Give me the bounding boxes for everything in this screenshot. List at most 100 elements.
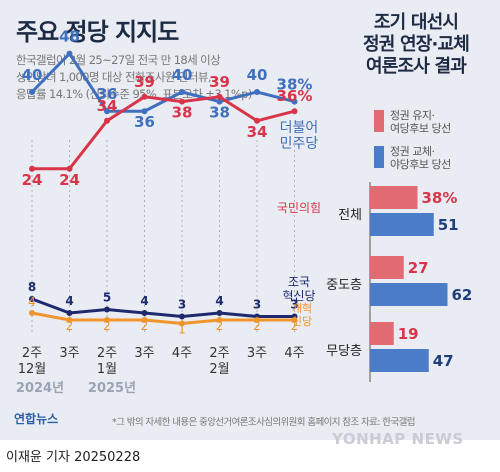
series-0-label-5: 38 (209, 104, 230, 122)
series-1-point-0 (29, 165, 35, 172)
x-label-5-0: 2주 (209, 346, 229, 361)
series-0-point-5 (216, 98, 223, 105)
series-3-point-7 (291, 317, 298, 323)
series-0-point-7 (291, 98, 298, 105)
series-3-point-2 (104, 317, 110, 323)
series-2-point-4 (179, 313, 185, 320)
bar-0-1 (370, 213, 434, 236)
yonhap-logo: 연합뉴스 (14, 412, 59, 426)
series-0-point-6 (254, 89, 260, 95)
bar-label-1-0: 27 (408, 259, 429, 277)
series-3-label-0: 4 (28, 295, 36, 309)
series-1-point-7 (291, 108, 298, 115)
series-2-label-7: 3 (290, 298, 298, 312)
series-name-reform-0: 개혁 (292, 302, 312, 315)
series-2-point-1 (66, 310, 73, 316)
series-line-3 (31, 311, 295, 326)
series-1-label-3: 39 (134, 73, 155, 91)
series-2-point-0 (29, 296, 35, 302)
series-1-label-2: 34 (97, 97, 118, 115)
series-name-democratic-1: 민주당 (280, 136, 319, 152)
series-2-label-6: 3 (253, 298, 261, 312)
series-1-point-3 (141, 93, 148, 100)
x-label-5-1: 2월 (209, 362, 229, 377)
right-title-line-1: 조기 대선시 (373, 12, 459, 33)
series-1-point-6 (254, 117, 260, 124)
series-0-label-6: 40 (247, 66, 268, 84)
series-2-point-3 (141, 310, 148, 316)
series-3-point-6 (254, 317, 260, 323)
series-0-label-0: 40 (22, 66, 43, 84)
series-3-point-4 (179, 320, 185, 327)
series-name-rebuilding-1: 혁신당 (282, 289, 315, 303)
legend-swatch-change (374, 146, 384, 168)
subtitle-line-3: 응답률 14.1% (신뢰수준 95%, 표본오차 ±3.1%p) (16, 87, 252, 101)
series-0-label-2: 36 (97, 85, 118, 103)
bar-label-1-1: 62 (452, 286, 473, 304)
watermark: YONHAP NEWS (332, 430, 464, 448)
bar-2-0 (370, 322, 394, 345)
series-name-ppp-0: 국민의힘 (277, 201, 321, 215)
series-1-label-4: 38 (172, 104, 193, 122)
x-label-2-1: 1월 (97, 362, 117, 377)
series-2-label-1: 4 (65, 294, 73, 308)
x-label-0-0: 2주 (22, 346, 42, 361)
series-3-point-1 (66, 317, 73, 323)
bar-label-0-1: 51 (438, 216, 459, 234)
x-label-7-0: 4주 (284, 346, 304, 361)
series-3-label-7: 2 (291, 319, 299, 333)
series-name-democratic-0: 더불어 (280, 120, 319, 136)
series-0-label-7: 38% (277, 76, 313, 94)
series-2-label-4: 3 (178, 298, 186, 312)
year-label-2024: 2024년 (16, 381, 64, 396)
series-2-label-3: 4 (140, 294, 148, 308)
series-3-label-1: 2 (66, 319, 74, 333)
series-0-label-3: 36 (134, 113, 155, 131)
series-1-label-6: 34 (247, 123, 268, 141)
series-3-label-3: 2 (141, 319, 149, 333)
series-1-label-0: 24 (22, 171, 43, 189)
series-name-reform-1: 신당 (292, 315, 312, 328)
series-1-label-7: 36% (277, 87, 313, 105)
series-line-2 (31, 297, 295, 319)
series-0-point-3 (141, 108, 148, 115)
series-3-label-6: 2 (253, 319, 261, 333)
series-1-point-2 (104, 117, 110, 124)
series-3-label-4: 1 (178, 323, 186, 337)
bar-category-2: 무당층 (326, 344, 362, 359)
series-3-label-2: 2 (103, 319, 111, 333)
bar-label-0-0: 38% (422, 189, 458, 207)
x-label-3-0: 3주 (134, 346, 154, 361)
series-3-label-5: 2 (216, 319, 224, 333)
series-1-label-1: 24 (59, 171, 80, 189)
series-0-point-0 (29, 89, 35, 95)
subtitle-line-2: 성인남녀 1,000명 대상 전화조사원 인터뷰, (16, 70, 212, 84)
right-title-line-3: 여론조사 결과 (365, 56, 467, 77)
series-1-point-4 (179, 98, 185, 105)
x-label-2-0: 2주 (97, 346, 117, 361)
legend-change-line-1: 정권 교체· (390, 145, 435, 158)
legend-change-line-2: 야당후보 당선 (390, 158, 451, 171)
bar-category-0: 전체 (338, 208, 362, 223)
series-1-point-1 (66, 165, 73, 172)
series-3-point-3 (141, 317, 148, 323)
series-3-point-5 (216, 317, 223, 323)
x-label-1-0: 3주 (59, 346, 79, 361)
chart-title: 주요 정당 지지도 (16, 18, 179, 46)
legend-swatch-keep (374, 110, 384, 132)
bar-label-2-0: 19 (398, 325, 419, 343)
x-label-6-0: 3주 (247, 346, 267, 361)
bar-2-1 (370, 349, 429, 372)
series-1-point-5 (216, 93, 223, 100)
series-0-point-4 (179, 89, 185, 95)
series-0-label-1: 48 (59, 28, 80, 46)
bar-1-0 (370, 256, 404, 279)
reporter-credit: 이재윤 기자 20250228 (6, 450, 141, 465)
series-2-label-2: 5 (103, 291, 111, 305)
infographic-card: 주요 정당 지지도 한국갤럽이 2월 25~27일 전국 만 18세 이상 성인… (0, 0, 500, 440)
footer-note: *그 밖의 자세한 내용은 중앙선거여론조사심의위원회 홈페이지 참조 자료: … (112, 417, 415, 428)
right-panel-title: 조기 대선시 정권 연장·교체 여론조사 결과 (340, 12, 492, 78)
series-line-0 (30, 51, 295, 113)
bar-0-0 (370, 186, 418, 209)
